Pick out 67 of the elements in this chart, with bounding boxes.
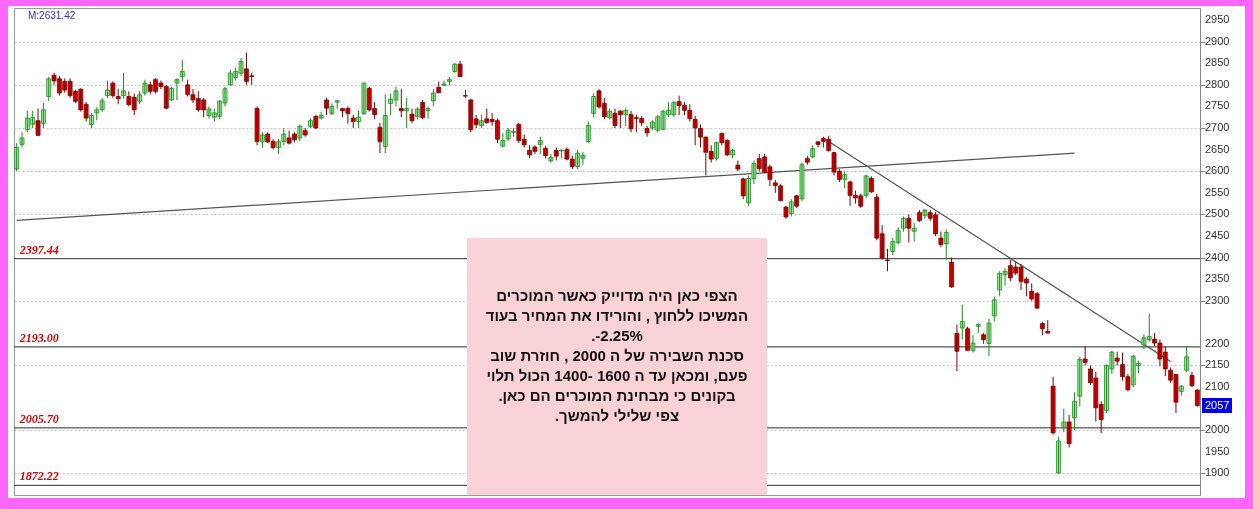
candlestick xyxy=(735,159,741,172)
y-tick-label: 2500 xyxy=(1205,207,1230,220)
annotation: M:2631.42 xyxy=(28,10,76,21)
candlestick xyxy=(121,72,126,100)
candlestick xyxy=(869,175,874,194)
candlestick xyxy=(142,79,148,97)
y-tick-label: 2850 xyxy=(1205,56,1230,69)
y-tick-label: 2350 xyxy=(1205,272,1230,285)
annotation: הצפי כאן היה מדוייק כאשר המוכרים המשיכו ללחוץ , והורידו את המחיר בעוד 2.25%-. סכנת השבירה של ה 2000 , חוזרת שוב פעם, ומכאן עד ה 1600 -1400 הכול תלוי בקונים כי מבחינת המוכרים הם כאן. צפי שלילי להמשך. xyxy=(467,238,767,495)
candlestick xyxy=(308,118,313,129)
candlestick xyxy=(452,62,458,74)
candlestick xyxy=(414,106,420,120)
candlestick xyxy=(885,248,890,272)
candlestick xyxy=(500,132,506,148)
ref-line-label: 2005.70 xyxy=(18,411,59,426)
y-tick-label: 2550 xyxy=(1205,185,1230,198)
candlestick xyxy=(1061,408,1067,433)
candlestick xyxy=(981,332,987,345)
candlestick xyxy=(463,89,468,99)
ref-line-label: 2193.00 xyxy=(18,330,59,345)
y-tick-label: 2000 xyxy=(1205,423,1230,436)
candlestick xyxy=(441,80,447,87)
y-tick-label: 2400 xyxy=(1205,250,1230,263)
candlestick xyxy=(260,131,265,149)
candlestick xyxy=(19,131,25,148)
candlestick xyxy=(810,144,816,159)
candlestick xyxy=(794,194,800,209)
y-tick-label: 2150 xyxy=(1205,358,1230,371)
y-tick-label: 2600 xyxy=(1205,164,1230,177)
y-tick-label: 2700 xyxy=(1205,121,1230,134)
candlestick xyxy=(324,97,329,116)
y-tick-label: 2900 xyxy=(1205,34,1230,47)
candlestick xyxy=(938,231,944,248)
candlestick xyxy=(1045,319,1051,334)
candlestick xyxy=(1114,351,1120,366)
candlestick xyxy=(1184,345,1190,373)
candlestick xyxy=(334,99,340,110)
y-tick-label: 2200 xyxy=(1205,336,1230,349)
candlestick xyxy=(137,90,142,105)
candlestick xyxy=(105,80,110,99)
y-tick-label: 1950 xyxy=(1205,444,1230,457)
candlestick xyxy=(537,136,543,155)
y-tick-label: 2300 xyxy=(1205,293,1230,306)
candlestick xyxy=(1082,345,1088,366)
candlestick xyxy=(970,334,976,354)
candlestick xyxy=(959,304,965,341)
candlestick xyxy=(804,155,810,166)
candlestick xyxy=(350,114,356,129)
y-tick-label: 2800 xyxy=(1205,77,1230,90)
candlestick xyxy=(553,146,559,161)
candlestick xyxy=(447,76,452,86)
ref-line-label: 2397.44 xyxy=(18,242,59,257)
candlestick xyxy=(975,323,981,334)
y-tick-label: 2750 xyxy=(1205,99,1230,112)
y-tick-label: 2450 xyxy=(1205,228,1230,241)
y-tick-label: 2100 xyxy=(1205,380,1230,393)
candlestick xyxy=(302,127,308,138)
y-tick-label: 2650 xyxy=(1205,142,1230,155)
y-tick-label: 2950 xyxy=(1205,13,1230,26)
ref-line-label: 1872.22 xyxy=(19,469,59,484)
candlestick xyxy=(174,77,180,101)
candlestick xyxy=(783,205,789,220)
candlestick xyxy=(479,114,484,129)
candlestick xyxy=(842,170,848,189)
y-tick-label: 1900 xyxy=(1205,466,1230,479)
annotation: 2057 xyxy=(1202,397,1233,413)
candlestick xyxy=(40,102,46,129)
